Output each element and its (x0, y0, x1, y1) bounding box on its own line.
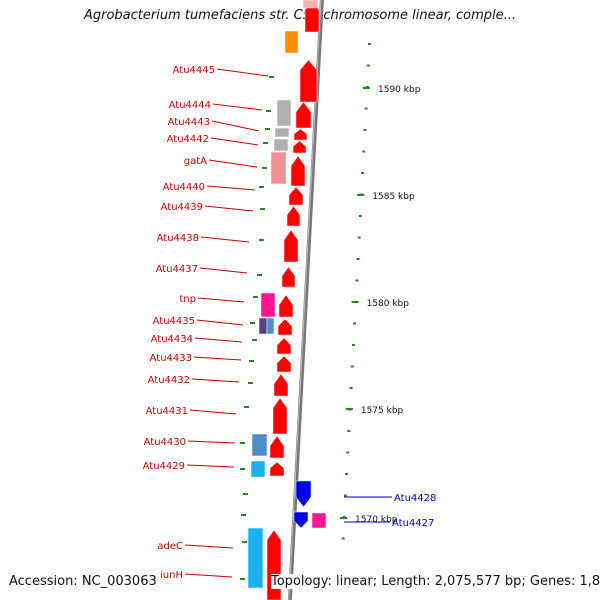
accession-text: Accession: NC_003063 (9, 574, 157, 589)
purple-feature[interactable] (258, 317, 268, 335)
forward-gene[interactable] (266, 529, 282, 600)
forward-gene[interactable] (283, 229, 299, 263)
gene-label[interactable]: iunH (160, 570, 183, 581)
steel-blue-feature[interactable] (266, 317, 275, 335)
forward-gene[interactable] (290, 155, 306, 187)
forward-gene[interactable] (276, 355, 292, 373)
gene-label-leader (199, 267, 248, 274)
scale-label: 1585 kbp (372, 192, 415, 202)
scale-label: 1590 kbp (378, 85, 421, 95)
forward-gene[interactable] (292, 140, 307, 154)
gene-label-leader (216, 68, 269, 77)
gene-label-leader (200, 236, 250, 243)
gene-label[interactable]: Atu4443 (168, 117, 210, 128)
forward-gene[interactable] (278, 294, 294, 318)
scale-label: 1575 kbp (361, 406, 404, 416)
gene-label[interactable]: Atu4442 (167, 134, 209, 145)
gene-label-leader (187, 440, 236, 444)
gene-label[interactable]: Atu4445 (173, 65, 215, 76)
forward-gene[interactable] (299, 59, 318, 103)
map-title: Agrobacterium tumefaciens str. C58 chrom… (83, 8, 517, 23)
gene-label-leader (196, 319, 244, 326)
forward-gene[interactable] (286, 205, 301, 227)
gene-label[interactable]: Atu4431 (146, 406, 188, 417)
grey-feature[interactable] (274, 127, 290, 138)
orange-feature[interactable] (284, 30, 299, 54)
forward-gene[interactable] (295, 101, 312, 129)
genome-summary-text: Topology: linear; Length: 2,075,577 bp; … (271, 574, 600, 589)
gene-label-leader (208, 159, 258, 168)
gene-label[interactable]: Atu4437 (156, 264, 198, 275)
cyan-feature[interactable] (250, 460, 266, 478)
forward-gene[interactable] (269, 435, 285, 459)
gene-label[interactable]: Atu4435 (153, 316, 195, 327)
forward-gene[interactable] (281, 266, 296, 288)
gene-label[interactable]: Atu4440 (163, 182, 205, 193)
gene-label-leader (191, 378, 240, 383)
gene-label[interactable]: adeC (157, 541, 183, 552)
gene-label-leader (212, 103, 263, 111)
forward-gene[interactable] (272, 397, 288, 435)
gene-label-leader (211, 120, 260, 132)
cyan-feature[interactable] (247, 527, 264, 589)
forward-gene[interactable] (277, 318, 293, 336)
gene-label[interactable]: Atu4433 (150, 353, 192, 364)
pink-feature[interactable] (302, 0, 319, 9)
magenta-feature[interactable] (311, 512, 327, 529)
gene-label[interactable]: Atu4434 (151, 334, 193, 345)
forward-gene[interactable] (276, 337, 292, 355)
gene-label-leader (186, 464, 235, 468)
grey-feature[interactable] (273, 138, 289, 152)
gene-label[interactable]: Atu4428 (394, 493, 436, 504)
gene-label[interactable]: tnp (179, 294, 196, 305)
gene-label-leader (206, 185, 256, 191)
gene-label[interactable]: Atu4427 (392, 518, 434, 529)
gene-label-leader (197, 297, 245, 303)
gene-label-leader (194, 337, 243, 343)
gene-label-leader (210, 137, 259, 146)
gene-label[interactable]: gatA (184, 156, 207, 167)
gene-label[interactable]: Atu4438 (157, 233, 199, 244)
steel-blue-feature[interactable] (251, 433, 268, 457)
reverse-gene[interactable] (293, 511, 309, 529)
magenta-feature[interactable] (260, 292, 276, 318)
gene-label[interactable]: Atu4439 (161, 202, 203, 213)
scale-label: 1570 kbp (355, 515, 398, 525)
gene-label-leader (184, 573, 233, 578)
forward-gene[interactable] (269, 461, 285, 477)
reverse-gene[interactable] (295, 480, 312, 508)
pink-feature[interactable] (270, 151, 287, 185)
gene-label-leader (204, 205, 254, 212)
gene-label[interactable]: Atu4430 (144, 437, 186, 448)
gene-label[interactable]: Atu4432 (148, 375, 190, 386)
gene-label[interactable]: Atu4444 (169, 100, 211, 111)
gene-label-leader (189, 409, 237, 415)
gene-label-leader (193, 356, 242, 361)
grey-feature[interactable] (276, 99, 292, 127)
forward-gene[interactable] (293, 128, 308, 141)
forward-gene[interactable] (288, 186, 304, 206)
gene-label-leader (184, 544, 234, 549)
gene-label[interactable]: Atu4429 (143, 461, 185, 472)
forward-gene[interactable] (273, 373, 289, 397)
scale-label: 1580 kbp (367, 299, 410, 309)
